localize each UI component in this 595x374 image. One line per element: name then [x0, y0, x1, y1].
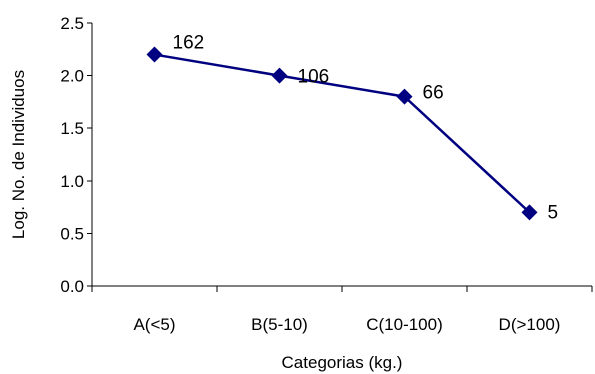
x-tick-label: B(5-10)	[251, 315, 308, 334]
data-point-marker	[146, 46, 163, 63]
data-point-marker	[271, 67, 288, 84]
y-tick-label: 1.0	[60, 172, 84, 191]
series-line	[154, 53, 531, 214]
x-axis-title: Categorias (kg.)	[282, 353, 403, 372]
data-markers	[146, 46, 538, 221]
y-axis-title: Log. No. de Individuos	[9, 70, 28, 239]
y-tick-label: 1.5	[60, 119, 84, 138]
data-label: 5	[548, 202, 559, 223]
x-tick-label: D(>100)	[499, 315, 561, 334]
axes	[91, 23, 592, 287]
data-label: 66	[423, 83, 444, 104]
y-tick-label: 0.0	[60, 277, 84, 296]
y-axis-ticks: 0.0 0.5 1.0 1.5 2.0 2.5	[60, 14, 92, 296]
x-tick-label: C(10-100)	[366, 315, 443, 334]
y-tick-label: 2.0	[60, 67, 84, 86]
data-label: 162	[173, 33, 205, 54]
data-labels: 162 106 66 5	[173, 33, 559, 224]
data-point-marker	[396, 88, 413, 105]
data-point-marker	[521, 204, 538, 221]
x-tick-label: A(<5)	[133, 315, 175, 334]
y-tick-label: 0.5	[60, 224, 84, 243]
x-axis-ticks: A(<5) B(5-10) C(10-100) D(>100)	[91, 286, 593, 334]
data-label: 106	[298, 67, 330, 88]
y-tick-label: 2.5	[60, 14, 84, 33]
